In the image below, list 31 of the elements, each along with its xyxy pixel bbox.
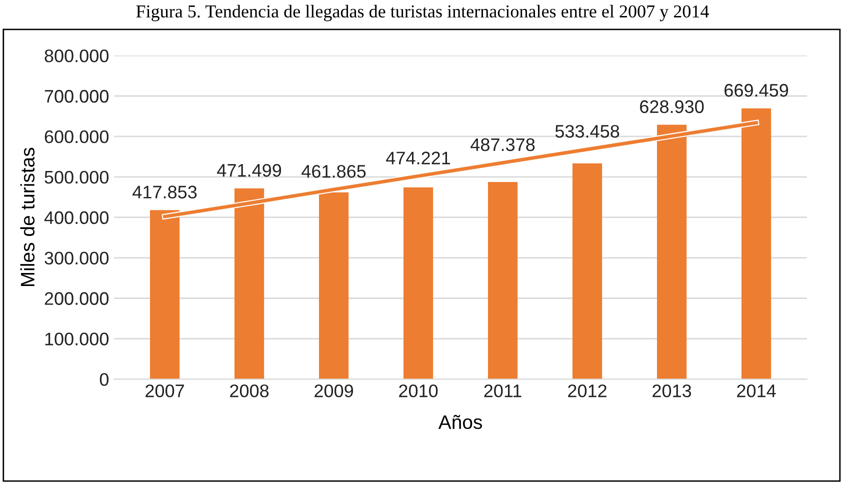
x-tick-label: 2010: [399, 384, 438, 398]
x-tick-label: 2011: [484, 384, 522, 398]
data-label: 417.853: [132, 186, 197, 198]
chart-title: Figura 5. Tendencia de llegadas de turistas internacionales entre el 2007 y 2014: [136, 4, 709, 22]
y-tick-label: 600.000: [44, 130, 109, 144]
bar: [488, 182, 518, 380]
data-label: 461.865: [302, 164, 366, 178]
y-tick-label: 300.000: [44, 252, 109, 265]
data-label: 533.458: [555, 124, 620, 138]
data-label: 487.378: [470, 138, 535, 152]
y-tick-label: 800.000: [44, 49, 109, 62]
y-tick-label: 400.000: [44, 211, 109, 224]
data-label: 628.930: [640, 100, 704, 114]
data-label: 471.499: [217, 164, 282, 177]
x-tick-label: 2012: [568, 384, 606, 398]
x-tick-label: 2008: [230, 384, 269, 398]
x-tick-label: 2007: [146, 384, 184, 398]
y-tick-label: 200.000: [44, 292, 109, 305]
y-axis-title: Miles de turistas: [20, 148, 35, 286]
x-tick-label: 2013: [652, 384, 692, 398]
bar: [403, 187, 434, 380]
y-tick-label: 700.000: [44, 90, 109, 103]
x-tick-label: 2014: [737, 384, 776, 398]
data-label: 474.221: [386, 152, 450, 164]
x-tick-label: 2009: [314, 384, 354, 398]
data-label: 669.459: [724, 84, 788, 97]
y-tick-label: 0: [100, 373, 109, 386]
y-tick-label: 500.000: [44, 170, 109, 184]
x-axis-title: Años: [438, 414, 482, 430]
y-tick-label: 100.000: [45, 332, 109, 346]
bar: [572, 163, 602, 380]
